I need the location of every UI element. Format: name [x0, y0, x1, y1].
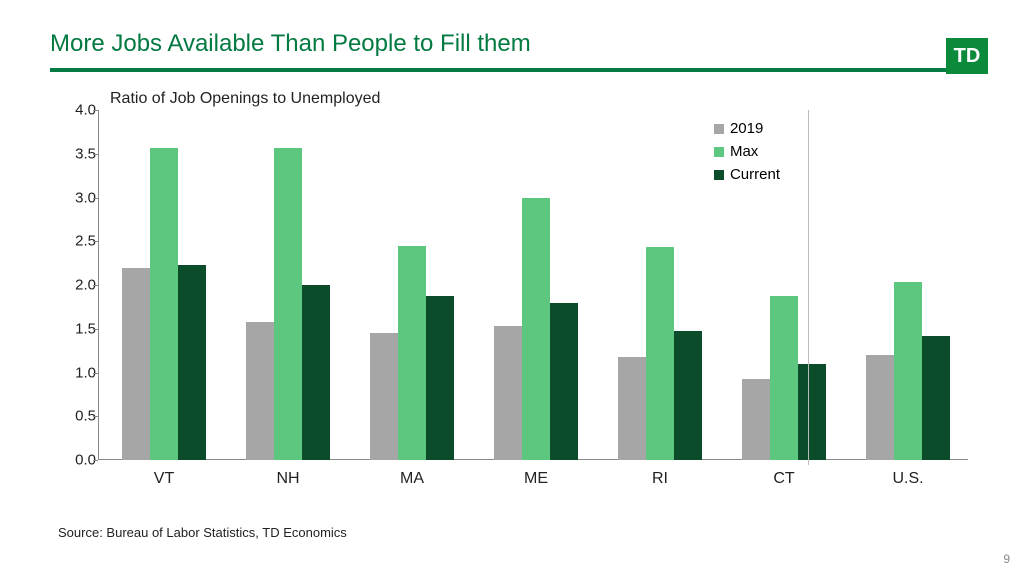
x-tick-label: CT [773, 470, 794, 488]
bar [150, 148, 178, 460]
x-tick-label: ME [524, 470, 548, 488]
bar [426, 296, 454, 461]
bar [398, 246, 426, 460]
source-text: Source: Bureau of Labor Statistics, TD E… [58, 525, 347, 540]
x-tick-label: U.S. [892, 470, 923, 488]
bar [866, 355, 894, 460]
us-divider [808, 110, 809, 465]
bar [122, 268, 150, 461]
x-tick-label: VT [154, 470, 174, 488]
bar [618, 357, 646, 460]
bar [522, 198, 550, 461]
y-tick [93, 460, 98, 461]
slide-header: More Jobs Available Than People to Fill … [50, 30, 988, 58]
td-logo-text: TD [954, 45, 981, 68]
x-tick-label: RI [652, 470, 668, 488]
td-logo: TD [946, 38, 988, 74]
y-axis-labels: 0.00.51.01.52.02.53.03.54.0 [56, 110, 96, 460]
chart-area: Ratio of Job Openings to Unemployed 2019… [50, 90, 970, 510]
bar [922, 336, 950, 460]
bar [246, 322, 274, 460]
bar [370, 333, 398, 460]
bar [274, 148, 302, 460]
x-tick-label: NH [276, 470, 299, 488]
bar [798, 364, 826, 460]
bar [742, 379, 770, 460]
bars-layer: VTNHMAMERICTU.S. [98, 110, 968, 460]
slide: More Jobs Available Than People to Fill … [0, 0, 1024, 576]
bar [494, 326, 522, 460]
bar [674, 331, 702, 460]
bar [646, 247, 674, 460]
page-number: 9 [1003, 552, 1010, 566]
title-rule [50, 68, 988, 72]
bar [550, 303, 578, 461]
bar [302, 285, 330, 460]
plot: 0.00.51.01.52.02.53.03.54.0 VTNHMAMERICT… [98, 110, 968, 460]
chart-subtitle: Ratio of Job Openings to Unemployed [110, 90, 380, 108]
bar [178, 265, 206, 460]
bar [894, 282, 922, 460]
slide-title: More Jobs Available Than People to Fill … [50, 30, 988, 58]
x-tick-label: MA [400, 470, 424, 488]
bar [770, 296, 798, 461]
